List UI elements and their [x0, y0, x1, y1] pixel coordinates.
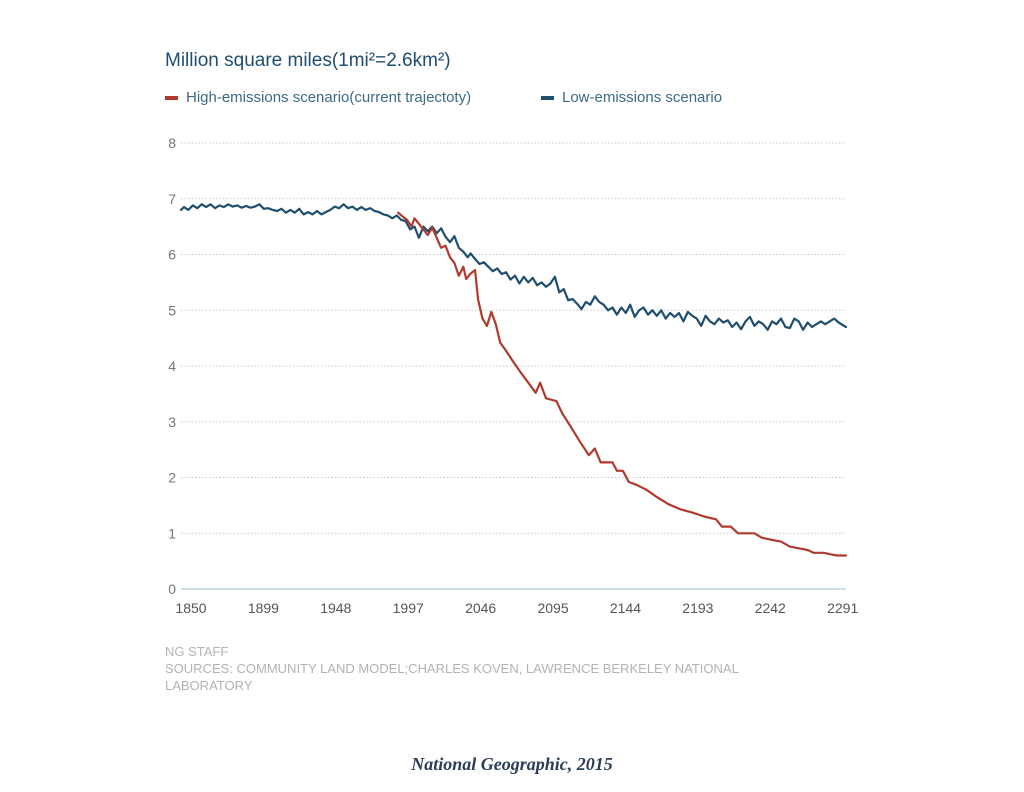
x-tick-label-2046: 2046	[465, 600, 496, 616]
y-tick-label-7: 7	[168, 191, 176, 207]
x-tick-label-2144: 2144	[610, 600, 641, 616]
y-tick-label-6: 6	[168, 247, 176, 263]
legend-swatch-high-emissions	[165, 95, 178, 100]
series-line-high-emissions	[397, 211, 848, 557]
y-tick-label-2: 2	[168, 470, 176, 486]
legend-label-low-emissions: Low-emissions scenario	[562, 89, 723, 106]
y-tick-label-3: 3	[168, 414, 176, 430]
x-tick-label-1850: 1850	[175, 600, 206, 616]
x-tick-label-2291: 2291	[827, 600, 858, 616]
y-tick-label-5: 5	[168, 302, 176, 318]
chart-title: Million square miles(1mi²=2.6km²)	[165, 50, 451, 71]
legend-item-high-emissions: High-emissions scenario(current trajecto…	[165, 89, 471, 106]
y-tick-label-8: 8	[168, 135, 176, 151]
series-line-low-emissions	[179, 203, 848, 331]
x-tick-label-2193: 2193	[682, 600, 713, 616]
publication-credit: National Geographic, 2015	[411, 754, 613, 774]
x-tick-label-1899: 1899	[248, 600, 279, 616]
y-tick-label-0: 0	[168, 581, 176, 597]
x-tick-label-2242: 2242	[755, 600, 786, 616]
sources-note: SOURCES: COMMUNITY LAND MODEL;CHARLES KO…	[165, 661, 739, 693]
x-tick-label-2095: 2095	[537, 600, 568, 616]
legend-item-low-emissions: Low-emissions scenario	[541, 89, 722, 106]
x-tick-label-1948: 1948	[320, 600, 351, 616]
legend-swatch-low-emissions	[541, 95, 554, 100]
y-tick-label-4: 4	[168, 358, 176, 374]
legend-label-high-emissions: High-emissions scenario(current trajecto…	[186, 89, 472, 106]
staff-credit: NG STAFF	[165, 644, 229, 659]
y-tick-label-1: 1	[168, 525, 176, 541]
x-tick-label-1997: 1997	[393, 600, 424, 616]
